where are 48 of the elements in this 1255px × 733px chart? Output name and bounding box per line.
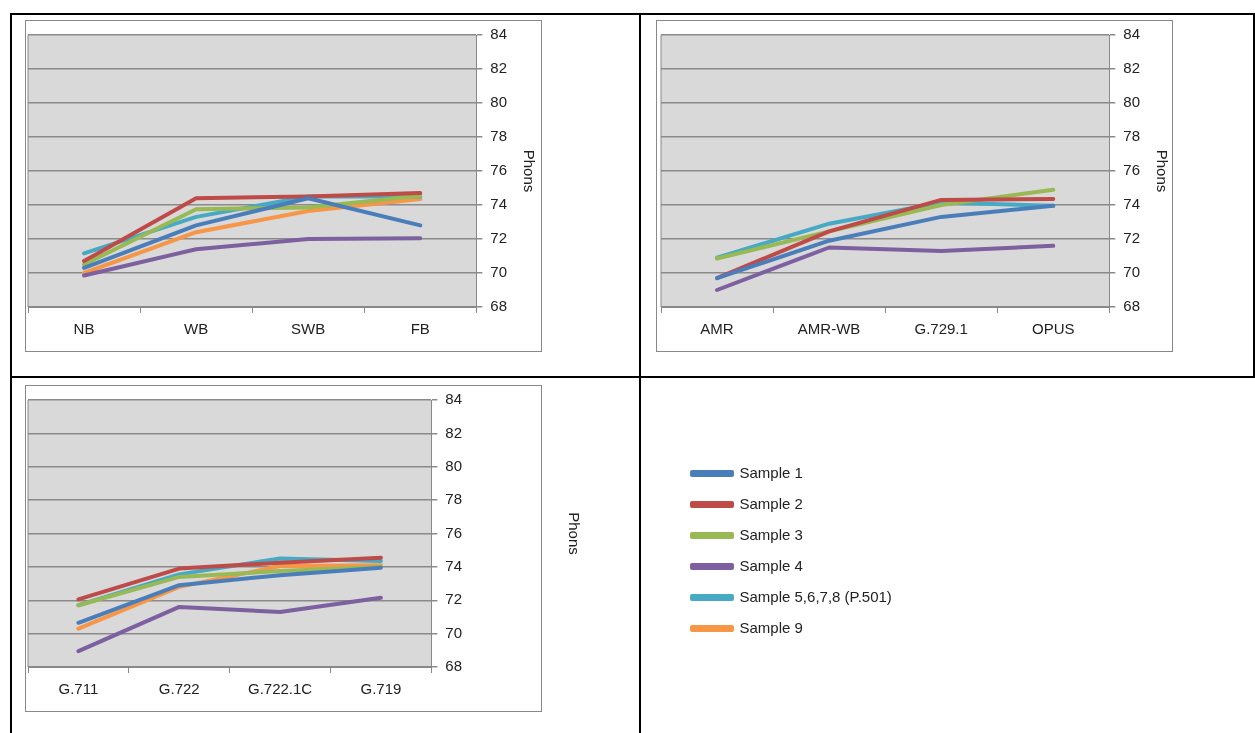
y-tick-label: 72: [1123, 229, 1140, 247]
y-tick-label: 84: [445, 390, 462, 408]
x-tick-label: G.729.1: [914, 320, 968, 338]
y-axis-title: Phons: [565, 512, 583, 555]
y-tick-label: 70: [445, 623, 462, 641]
y-tick-label: 76: [1123, 161, 1140, 179]
y-tick-label: 84: [1123, 25, 1140, 43]
x-tick-label: FB: [410, 320, 430, 338]
y-tick-label: 80: [1123, 93, 1140, 111]
y-tick-label: 82: [1123, 59, 1140, 77]
x-tick-label: OPUS: [1032, 320, 1075, 338]
y-tick-label: 74: [1123, 195, 1140, 213]
legend-label: Sample 1: [739, 463, 803, 481]
legend-label: Sample 5,6,7,8 (P.501): [739, 587, 892, 605]
x-tick-label: G.719: [360, 680, 402, 698]
legend-label: Sample 3: [739, 525, 803, 543]
y-tick-label: 72: [445, 590, 462, 608]
x-tick-label: G.711: [58, 680, 99, 698]
y-tick-label: 76: [445, 523, 462, 541]
y-tick-label: 68: [490, 297, 507, 315]
x-tick-label: SWB: [291, 320, 326, 338]
y-tick-label: 84: [490, 25, 507, 43]
y-axis-title: Phons: [1153, 149, 1171, 193]
legend-label: Sample 2: [739, 494, 803, 512]
y-tick-label: 78: [490, 127, 507, 145]
x-tick-label: AMR-WB: [797, 320, 861, 338]
y-tick-label: 80: [490, 93, 507, 111]
x-tick-label: NB: [73, 320, 95, 338]
y-tick-label: 82: [490, 59, 507, 77]
legend-label: Sample 4: [739, 556, 803, 574]
y-tick-label: 78: [445, 490, 462, 508]
y-tick-label: 74: [445, 557, 462, 575]
y-tick-label: 68: [1123, 297, 1140, 315]
y-tick-label: 72: [490, 229, 507, 247]
x-tick-label: AMR: [700, 320, 734, 338]
y-tick-label: 70: [490, 263, 507, 281]
y-axis-title: Phons: [520, 149, 538, 193]
y-tick-label: 76: [490, 161, 507, 179]
x-tick-label: G.722.1C: [247, 680, 313, 698]
y-tick-label: 74: [490, 195, 507, 213]
x-tick-label: G.722: [158, 680, 200, 698]
y-tick-label: 80: [445, 456, 462, 474]
y-tick-label: 70: [1123, 263, 1140, 281]
y-tick-label: 78: [1123, 127, 1140, 145]
y-tick-label: 68: [445, 657, 462, 675]
legend-label: Sample 9: [739, 618, 803, 636]
x-tick-label: WB: [184, 320, 209, 338]
y-tick-label: 82: [445, 423, 462, 441]
